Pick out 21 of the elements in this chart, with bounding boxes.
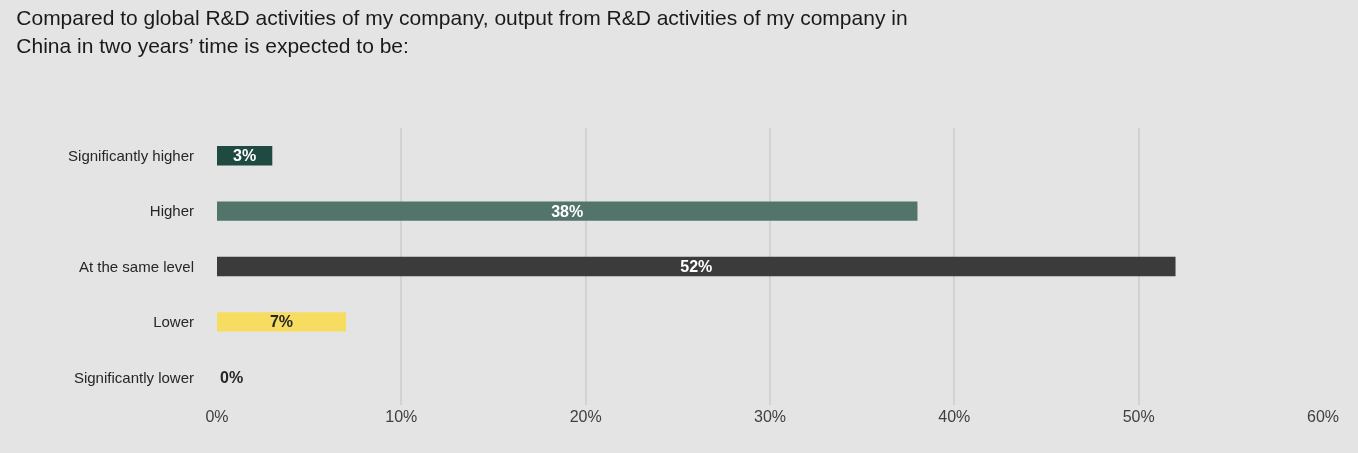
data-label: 38% <box>551 202 584 220</box>
x-tick-label: 30% <box>753 408 787 425</box>
bar <box>217 201 918 221</box>
x-tick-label: 50% <box>1122 408 1155 425</box>
data-label: 52% <box>680 258 713 275</box>
x-tick-label: 60% <box>1306 408 1340 425</box>
y-tick-label: Lower <box>153 313 194 331</box>
y-tick-label: Higher <box>149 202 194 220</box>
bar <box>217 312 347 332</box>
y-tick-label: Significantly higher <box>68 146 194 164</box>
y-tick-label: At the same level <box>78 257 194 275</box>
x-tick-label: 0% <box>205 408 229 425</box>
chart-title: Compared to global R&D activities of my company, output from R&D activities of my company in China in two years’ time is expected to be: <box>16 6 908 57</box>
x-tick-label: 10% <box>385 408 418 425</box>
bar <box>217 256 1176 277</box>
y-tick-label: Significantly lower <box>73 368 194 386</box>
x-tick-label: 20% <box>569 408 602 425</box>
data-label: 3% <box>233 147 257 165</box>
x-tick-label: 40% <box>938 408 971 425</box>
data-label: 0% <box>220 368 244 386</box>
data-label: 7% <box>269 313 294 331</box>
